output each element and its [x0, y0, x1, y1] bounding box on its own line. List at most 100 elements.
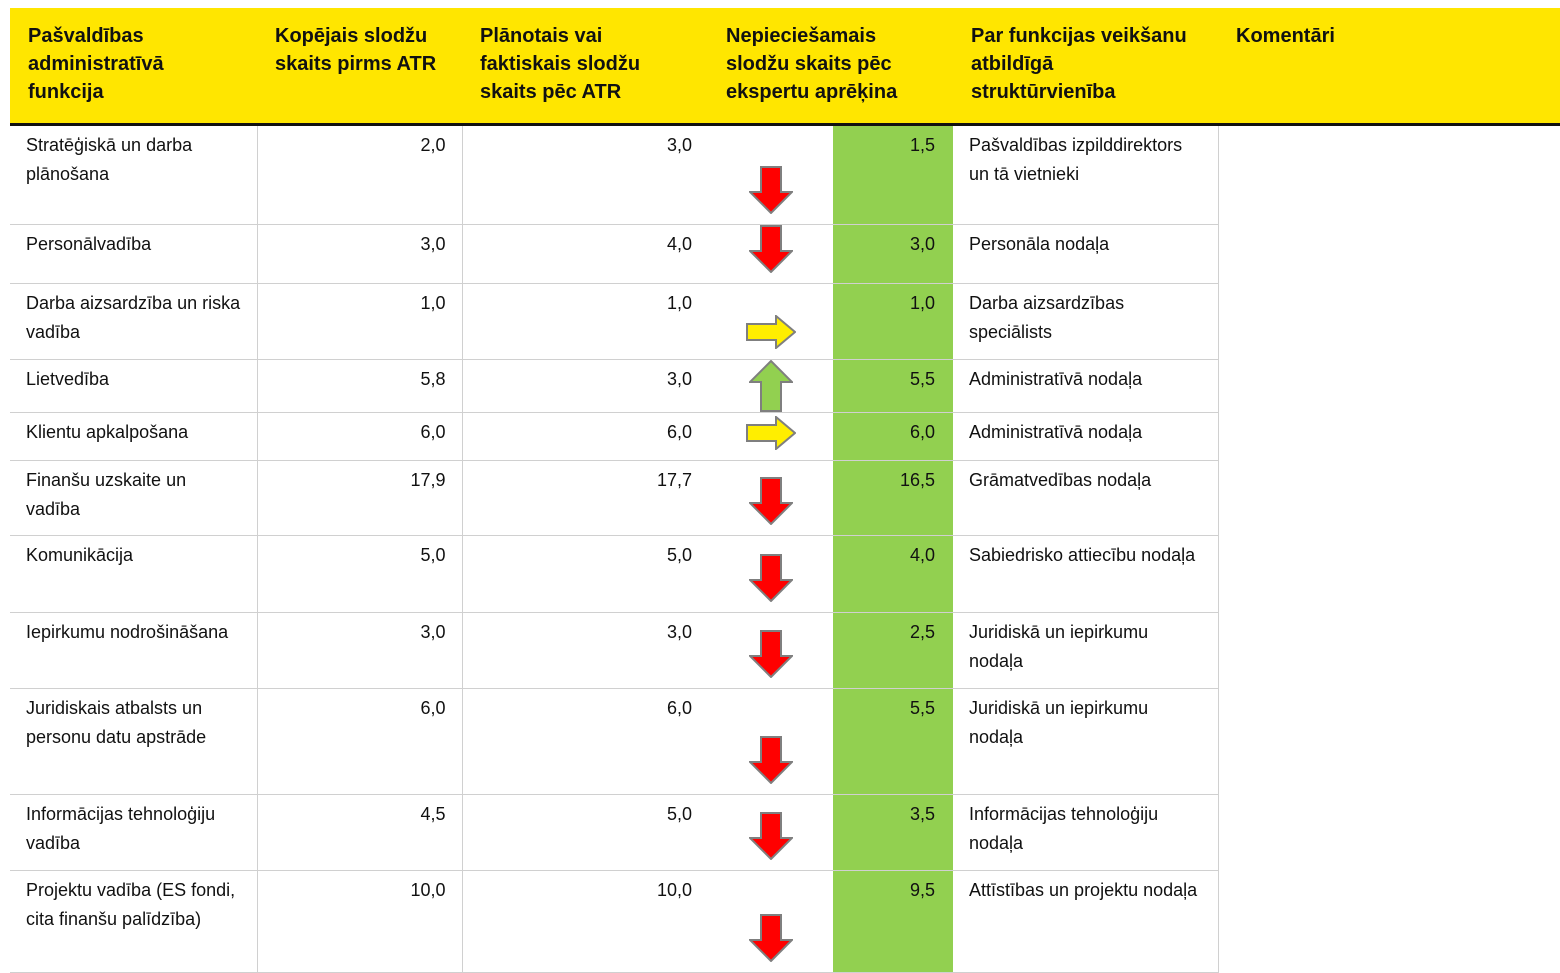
department-cell: Grāmatvedības nodaļa [953, 460, 1219, 536]
arrow-cell [708, 794, 833, 871]
expert-cell: 2,5 [833, 612, 953, 689]
comment-cell [1218, 360, 1560, 413]
comment-cell [1218, 461, 1560, 536]
expert-cell: 3,0 [833, 224, 953, 284]
slodzu-tabula: Pašvaldības administratīvā funkcija Kopē… [10, 8, 1560, 973]
before-cell: 6,0 [257, 412, 463, 461]
planned-cell: 6,0 [462, 688, 708, 795]
arrow-down [749, 225, 793, 273]
row: Juridiskais atbalsts un personu datu aps… [10, 688, 1560, 795]
comment-cell [1218, 536, 1560, 613]
row: Iepirkumu nodrošināšana 3,0 3,0 2,5 Juridisk… [10, 612, 1560, 689]
arrow-down [749, 477, 793, 525]
function-cell: Finanšu uzskaite un vadība [10, 460, 258, 536]
function-cell: Klientu apkalpošana [10, 412, 258, 461]
arrow-cell [708, 359, 833, 413]
planned-cell: 1,0 [462, 283, 708, 360]
department-cell: Administratīvā nodaļa [953, 412, 1219, 461]
department-cell: Personāla nodaļa [953, 224, 1219, 284]
planned-cell: 3,0 [462, 124, 708, 225]
row: Informācijas tehnoloģiju vadība 4,5 5,0 3,5… [10, 794, 1560, 871]
function-cell: Juridiskais atbalsts un personu datu aps… [10, 688, 258, 795]
department-cell: Darba aizsardzības speciālists [953, 283, 1219, 360]
department-cell: Pašvaldības izpilddirektors un tā vietni… [953, 124, 1219, 225]
header-row: Pašvaldības administratīvā funkcija Kopē… [10, 8, 1560, 126]
before-cell: 3,0 [257, 224, 463, 284]
function-cell: Personālvadība [10, 224, 258, 284]
department-cell: Juridiskā un iepirkumu nodaļa [953, 612, 1219, 689]
function-cell: Stratēģiskā un darba plānošana [10, 124, 258, 225]
arrow-down [749, 166, 793, 214]
function-cell: Lietvedība [10, 359, 258, 413]
planned-cell: 17,7 [462, 460, 708, 536]
department-cell: Sabiedrisko attiecību nodaļa [953, 535, 1219, 613]
expert-cell: 5,5 [833, 688, 953, 795]
arrow-down [749, 914, 793, 962]
arrow-cell [708, 412, 833, 461]
arrow-right [746, 315, 796, 349]
planned-cell: 3,0 [462, 359, 708, 413]
arrow-up [749, 360, 793, 412]
before-cell: 17,9 [257, 460, 463, 536]
comment-cell [1218, 225, 1560, 284]
function-cell: Projektu vadība (ES fondi, cita finanšu … [10, 870, 258, 973]
arrow-cell [708, 460, 833, 536]
department-cell: Informācijas tehnoloģiju nodaļa [953, 794, 1219, 871]
before-cell: 10,0 [257, 870, 463, 973]
expert-cell: 9,5 [833, 870, 953, 973]
comment-cell [1218, 795, 1560, 871]
before-cell: 6,0 [257, 688, 463, 795]
expert-cell: 1,0 [833, 283, 953, 360]
before-cell: 3,0 [257, 612, 463, 689]
comment-cell [1218, 689, 1560, 795]
planned-cell: 5,0 [462, 794, 708, 871]
expert-cell: 4,0 [833, 535, 953, 613]
arrow-down [749, 554, 793, 602]
expert-cell: 3,5 [833, 794, 953, 871]
planned-cell: 10,0 [462, 870, 708, 973]
function-cell: Komunikācija [10, 535, 258, 613]
row: Darba aizsardzība un riska vadība 1,0 1,0 1… [10, 283, 1560, 360]
arrow-down [749, 812, 793, 860]
header-cell: Plānotais vai faktiskais slodžu skaits p… [462, 8, 708, 126]
comment-cell [1218, 871, 1560, 973]
row: Komunikācija 5,0 5,0 4,0 Sabiedrisko attiecī… [10, 535, 1560, 613]
row: Projektu vadība (ES fondi, cita finanšu … [10, 870, 1560, 973]
arrow-cell [708, 535, 833, 613]
department-cell: Attīstības un projektu nodaļa [953, 870, 1219, 973]
comment-cell [1218, 284, 1560, 360]
header-cell: Komentāri [1218, 8, 1560, 126]
arrow-cell [708, 688, 833, 795]
expert-cell: 6,0 [833, 412, 953, 461]
comment-cell [1218, 613, 1560, 689]
row: Klientu apkalpošana 6,0 6,0 6,0 Administratī… [10, 412, 1560, 461]
row: Finanšu uzskaite un vadība 17,9 17,7 16,5 Gr… [10, 460, 1560, 536]
arrow-cell [708, 224, 833, 284]
arrow-right [746, 416, 796, 450]
arrow-cell [708, 870, 833, 973]
before-cell: 1,0 [257, 283, 463, 360]
arrow-cell [708, 124, 833, 225]
before-cell: 5,0 [257, 535, 463, 613]
planned-cell: 3,0 [462, 612, 708, 689]
arrow-cell [708, 612, 833, 689]
department-cell: Juridiskā un iepirkumu nodaļa [953, 688, 1219, 795]
before-cell: 2,0 [257, 124, 463, 225]
header-cell: Nepieciešamais slodžu skaits pēc ekspert… [708, 8, 953, 126]
before-cell: 5,8 [257, 359, 463, 413]
arrow-cell [708, 283, 833, 360]
function-cell: Informācijas tehnoloģiju vadība [10, 794, 258, 871]
header-cell: Kopējais slodžu skaits pirms ATR [257, 8, 462, 126]
arrow-down [749, 630, 793, 678]
planned-cell: 4,0 [462, 224, 708, 284]
function-cell: Iepirkumu nodrošināšana [10, 612, 258, 689]
row: Stratēģiskā un darba plānošana 2,0 3,0 1,5 P… [10, 124, 1560, 225]
comment-cell [1218, 125, 1560, 225]
arrow-down [749, 736, 793, 784]
expert-cell: 1,5 [833, 124, 953, 225]
function-cell: Darba aizsardzība un riska vadība [10, 283, 258, 360]
table-body: Stratēģiskā un darba plānošana 2,0 3,0 1,5 P… [10, 124, 1560, 973]
comment-cell [1218, 413, 1560, 461]
planned-cell: 5,0 [462, 535, 708, 613]
